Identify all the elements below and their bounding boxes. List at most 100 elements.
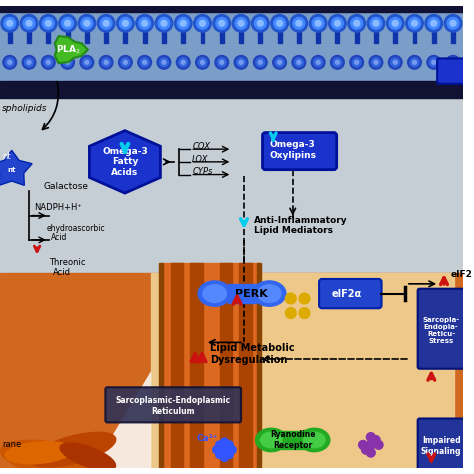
Text: Acid: Acid [53,268,71,277]
Circle shape [330,55,344,69]
Bar [161,264,259,468]
Circle shape [252,15,269,32]
Circle shape [355,60,359,64]
Circle shape [369,55,383,69]
Circle shape [158,18,170,29]
Circle shape [85,60,89,64]
Bar [123,25,128,43]
Circle shape [177,18,189,29]
Circle shape [277,20,283,26]
Circle shape [213,15,230,32]
Circle shape [216,451,223,458]
Circle shape [119,18,131,29]
Circle shape [219,20,225,26]
Circle shape [354,20,360,26]
Circle shape [4,18,16,29]
Circle shape [39,15,57,32]
Bar [432,25,436,43]
Circle shape [432,60,436,64]
Text: Ryanodine
Receptor: Ryanodine Receptor [270,430,316,450]
Circle shape [331,18,343,29]
Text: Ca²⁺: Ca²⁺ [196,434,218,443]
Circle shape [237,58,246,67]
Circle shape [299,293,310,304]
Circle shape [285,293,296,304]
Circle shape [22,55,36,69]
Circle shape [425,15,443,32]
Circle shape [155,15,173,32]
Bar [228,284,255,303]
Circle shape [176,55,190,69]
Circle shape [198,58,207,67]
Circle shape [102,58,110,67]
Circle shape [213,446,220,454]
Circle shape [393,60,397,64]
Circle shape [197,18,209,29]
Circle shape [61,55,74,69]
Circle shape [271,15,288,32]
Circle shape [293,18,305,29]
Circle shape [412,60,417,64]
Circle shape [122,20,128,26]
Bar [201,25,204,43]
Circle shape [366,448,375,457]
Ellipse shape [299,428,330,452]
Bar [355,25,359,43]
Circle shape [138,55,152,69]
Bar [258,25,262,43]
Text: Threonic: Threonic [49,258,85,267]
Circle shape [312,18,324,29]
Text: CYPs: CYPs [192,167,213,176]
Ellipse shape [253,281,286,306]
Circle shape [99,55,113,69]
Circle shape [273,18,285,29]
Circle shape [238,20,244,26]
Circle shape [157,55,171,69]
Polygon shape [0,150,32,185]
Bar [162,25,166,43]
Circle shape [220,438,228,446]
Circle shape [179,58,188,67]
Circle shape [81,18,93,29]
Circle shape [235,18,247,29]
Circle shape [239,60,243,64]
Circle shape [428,18,439,29]
Bar [0,273,463,468]
Circle shape [220,454,228,462]
Circle shape [181,60,185,64]
Bar [219,264,232,468]
Circle shape [314,58,322,67]
Ellipse shape [261,432,282,448]
Circle shape [26,20,32,26]
Circle shape [371,436,380,444]
Circle shape [273,55,286,69]
Text: Sarcopla-
Endopla-
Reticu-
Stress: Sarcopla- Endopla- Reticu- Stress [422,317,460,344]
Ellipse shape [1,440,107,474]
Circle shape [232,15,250,32]
Bar [27,25,31,43]
Circle shape [226,451,233,458]
Circle shape [216,18,228,29]
FancyBboxPatch shape [319,279,382,308]
Circle shape [367,15,385,32]
Circle shape [386,15,404,32]
Circle shape [43,18,54,29]
Circle shape [447,18,459,29]
Circle shape [1,15,18,32]
Circle shape [59,15,76,32]
Circle shape [23,18,35,29]
Circle shape [161,20,167,26]
Bar [316,25,320,43]
Circle shape [254,55,267,69]
Circle shape [411,20,418,26]
FancyBboxPatch shape [418,419,465,469]
Text: COX: COX [192,142,210,151]
Circle shape [366,440,375,449]
Polygon shape [93,371,151,468]
Bar [159,264,163,468]
Circle shape [5,58,14,67]
Circle shape [388,55,402,69]
Circle shape [297,60,301,64]
Circle shape [139,18,151,29]
Circle shape [143,60,146,64]
